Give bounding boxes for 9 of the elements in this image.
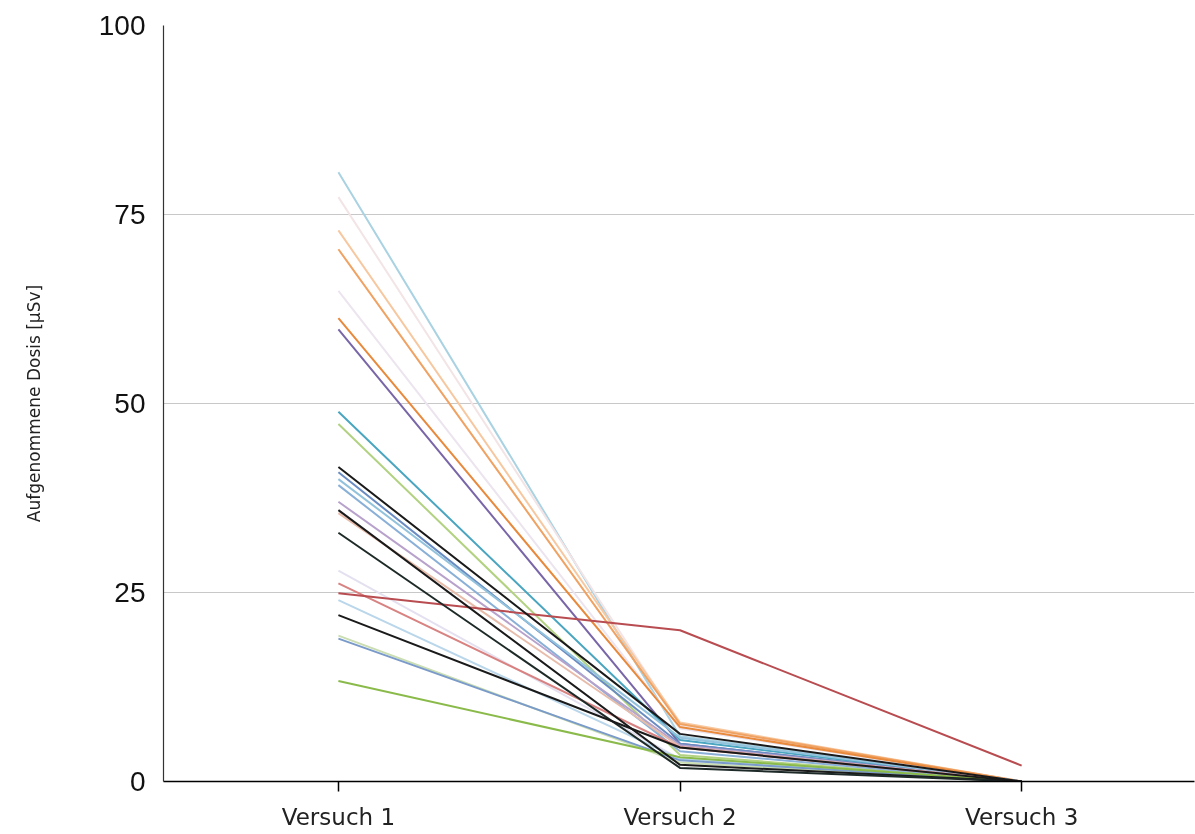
y-tick-label: 50 <box>114 388 146 419</box>
y-tick-label: 75 <box>114 199 146 230</box>
x-tick-label: Versuch 3 <box>965 803 1079 830</box>
y-axis-title: Aufgenommene Dosis [µSv] <box>23 284 44 523</box>
y-tick-label: 100 <box>98 10 146 41</box>
y-tick-label: 0 <box>129 766 146 797</box>
y-tick-label: 25 <box>114 577 146 608</box>
x-tick-label: Versuch 1 <box>281 803 396 830</box>
x-tick-label: Versuch 2 <box>623 803 737 830</box>
